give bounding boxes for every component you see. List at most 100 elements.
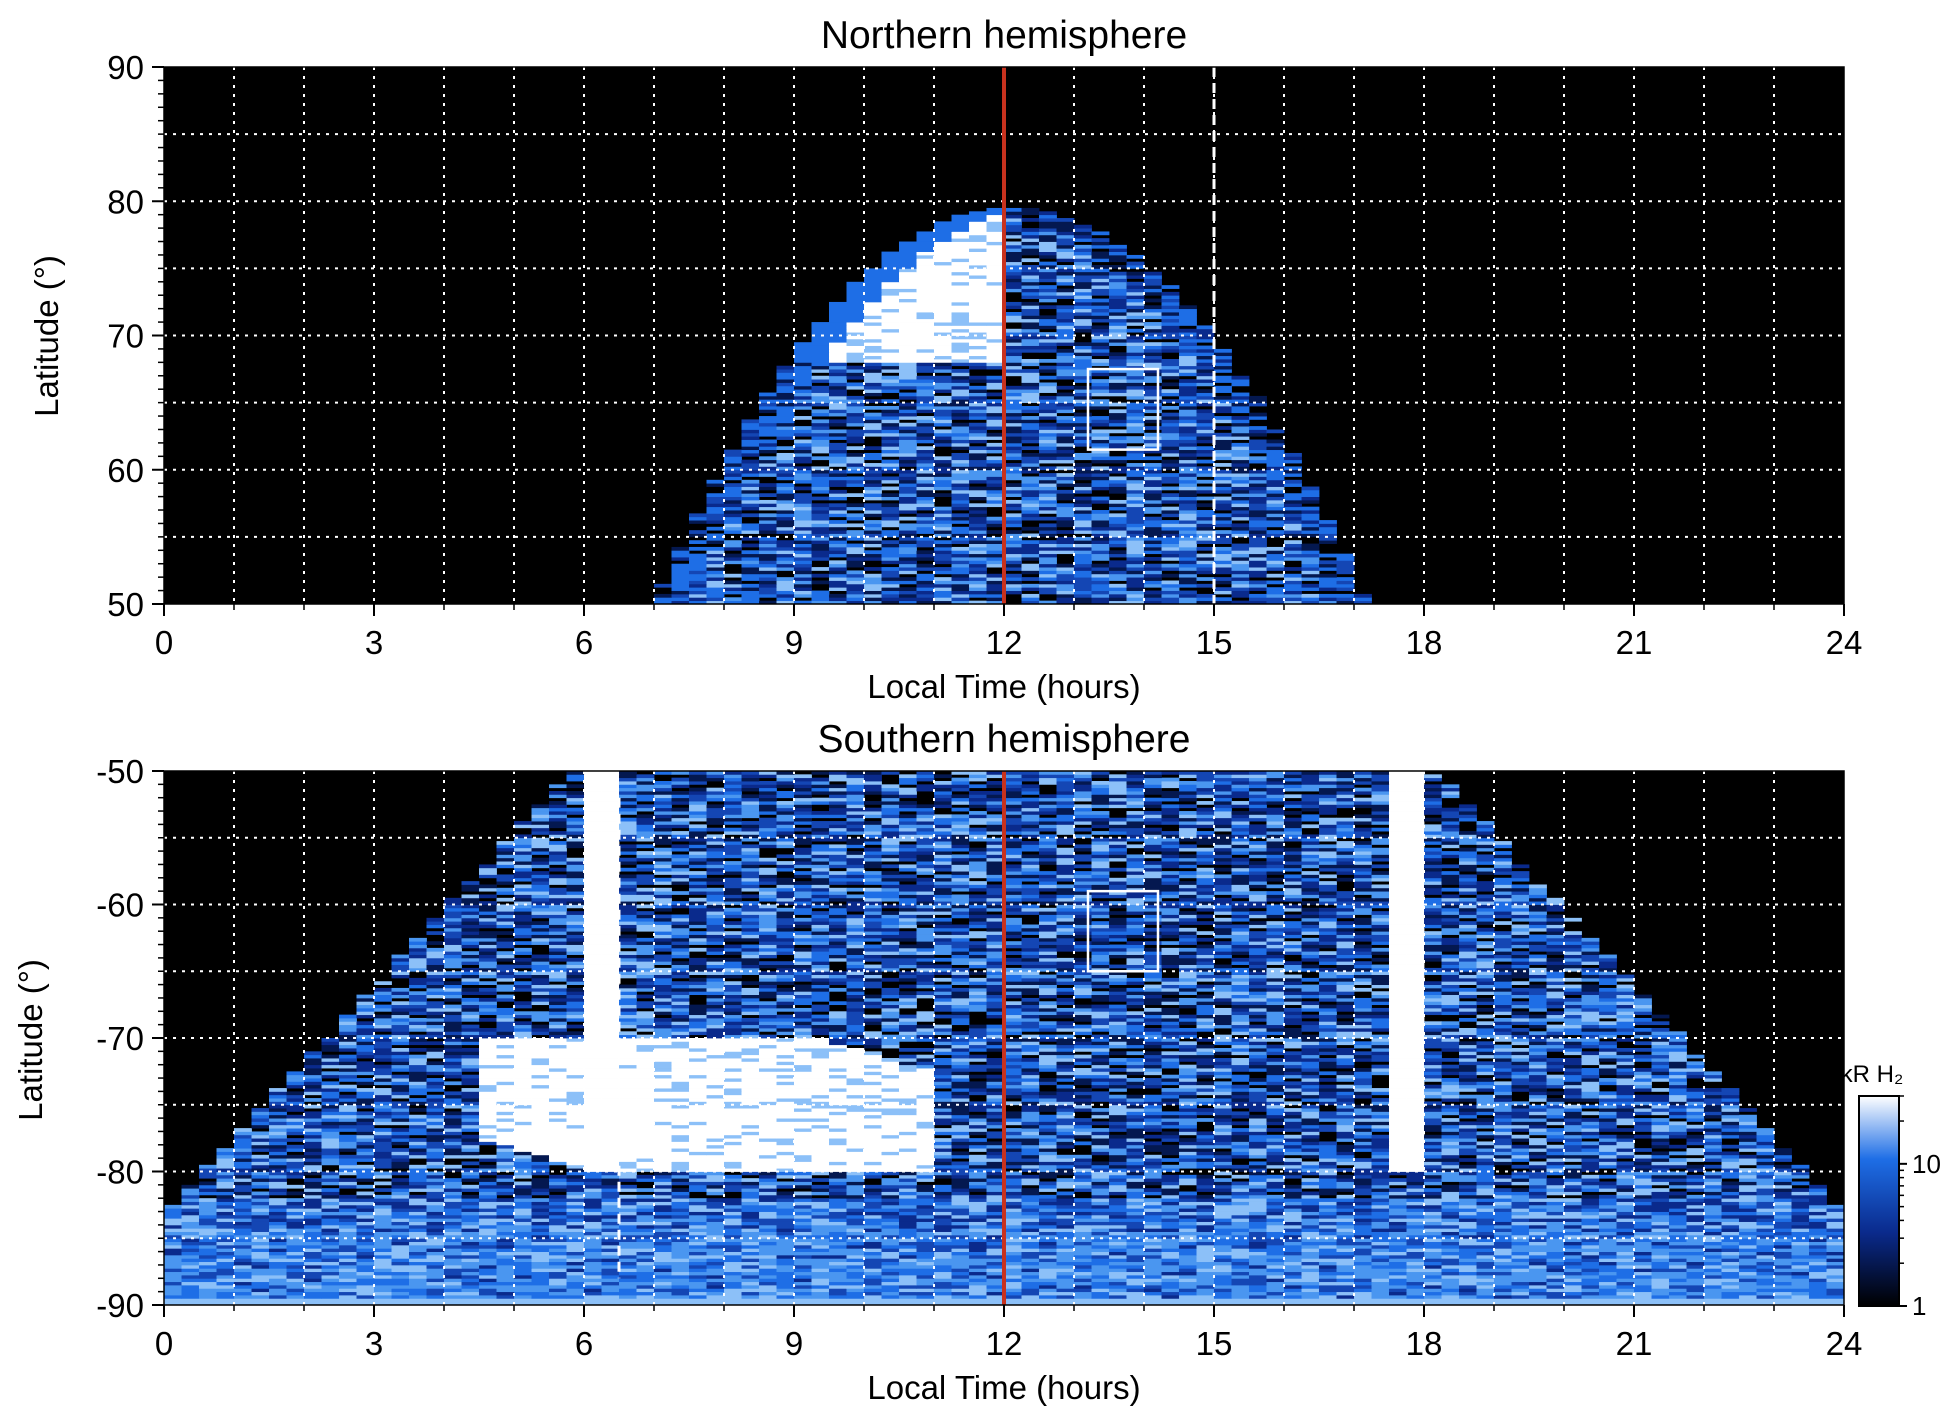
map-cell	[916, 469, 935, 474]
map-cell	[1564, 1301, 1582, 1305]
map-cell	[1039, 1268, 1057, 1273]
map-cell	[1266, 597, 1285, 602]
map-cell	[951, 557, 970, 561]
map-cell	[1424, 1244, 1442, 1249]
map-cell	[1284, 483, 1302, 487]
map-cell	[811, 399, 830, 404]
map-cell	[269, 1254, 287, 1259]
map-cell	[1196, 446, 1215, 451]
map-cell	[1039, 254, 1057, 259]
map-cell	[1091, 358, 1110, 363]
map-cell	[741, 1241, 760, 1246]
map-cell	[1161, 399, 1180, 404]
map-cell	[531, 1241, 550, 1246]
map-cell	[1039, 218, 1057, 222]
map-cell	[1669, 1298, 1687, 1303]
map-cell	[1231, 466, 1250, 471]
map-cell	[759, 1288, 777, 1293]
map-cell	[881, 1271, 900, 1276]
map-cell	[846, 1248, 865, 1252]
map-cell	[741, 570, 760, 575]
map-cell	[1459, 1254, 1477, 1259]
map-cell	[1039, 244, 1057, 249]
map-cell	[1091, 325, 1110, 330]
map-cell	[654, 1284, 672, 1289]
map-cell	[1091, 369, 1110, 373]
map-cell	[1039, 325, 1057, 330]
map-cell	[1546, 1274, 1565, 1279]
map-cell	[811, 553, 830, 558]
map-cell	[1056, 308, 1075, 313]
map-cell	[1091, 1284, 1110, 1289]
map-cell	[181, 1271, 200, 1276]
map-cell	[724, 1274, 742, 1279]
map-cell	[1091, 479, 1110, 484]
map-cell	[899, 355, 917, 360]
map-cell	[1231, 456, 1250, 461]
map-cell	[916, 275, 935, 279]
map-cell	[1494, 1268, 1512, 1273]
map-cell	[1284, 1234, 1302, 1239]
map-cell	[794, 1244, 812, 1249]
map-cell	[339, 1248, 357, 1252]
map-cell	[1161, 365, 1180, 370]
map-cell	[969, 486, 987, 491]
map-cell	[1406, 1241, 1425, 1246]
map-cell	[1021, 315, 1040, 320]
map-cell	[1179, 1271, 1197, 1276]
map-cell	[934, 590, 952, 595]
map-cell	[654, 1271, 672, 1276]
map-cell	[1651, 1238, 1670, 1242]
map-cell	[1266, 476, 1285, 481]
map-cell	[1039, 318, 1057, 323]
map-cell	[811, 1294, 830, 1299]
map-cell	[1774, 1234, 1792, 1239]
map-cell	[724, 1248, 742, 1252]
map-cell	[619, 1298, 637, 1303]
map-cell	[951, 1258, 970, 1263]
map-cell	[1511, 1231, 1530, 1236]
map-cell	[496, 1258, 515, 1263]
map-cell	[1231, 476, 1250, 481]
map-cell	[1336, 1291, 1355, 1296]
map-cell	[724, 503, 742, 508]
map-cell	[934, 402, 952, 407]
map-cell	[951, 281, 970, 286]
map-cell	[636, 1258, 655, 1263]
map-cell	[1196, 563, 1215, 568]
map-cell	[321, 1274, 340, 1279]
map-cell	[759, 429, 777, 434]
map-cell	[444, 1268, 462, 1273]
map-cell	[1406, 1294, 1425, 1299]
map-cell	[1336, 1301, 1355, 1305]
map-cell	[1284, 543, 1302, 548]
map-cell	[934, 1284, 952, 1289]
map-cell	[951, 1284, 970, 1289]
map-cell	[969, 1231, 987, 1236]
map-cell	[321, 1268, 340, 1273]
map-cell	[636, 1234, 655, 1239]
map-cell	[1336, 1231, 1355, 1236]
map-cell	[216, 1261, 235, 1266]
map-cell	[846, 342, 865, 346]
map-cell	[1021, 1264, 1040, 1269]
map-cell	[1511, 1284, 1530, 1289]
map-cell	[1511, 1271, 1530, 1276]
map-cell	[286, 1244, 305, 1249]
map-cell	[811, 533, 830, 538]
map-cell	[1336, 1278, 1355, 1283]
map-cell	[689, 530, 707, 534]
map-cell	[269, 1241, 287, 1246]
map-cell	[724, 1278, 742, 1283]
map-cell	[269, 1258, 287, 1263]
map-cell	[1336, 587, 1355, 591]
map-cell	[1126, 546, 1145, 551]
map-cell	[1004, 1251, 1022, 1256]
map-cell	[444, 1231, 462, 1236]
map-cell	[1091, 600, 1110, 604]
map-cell	[706, 1281, 725, 1286]
map-cell	[1231, 432, 1250, 437]
map-cell	[1074, 439, 1092, 444]
map-cell	[969, 258, 987, 263]
map-cell	[1301, 570, 1320, 575]
